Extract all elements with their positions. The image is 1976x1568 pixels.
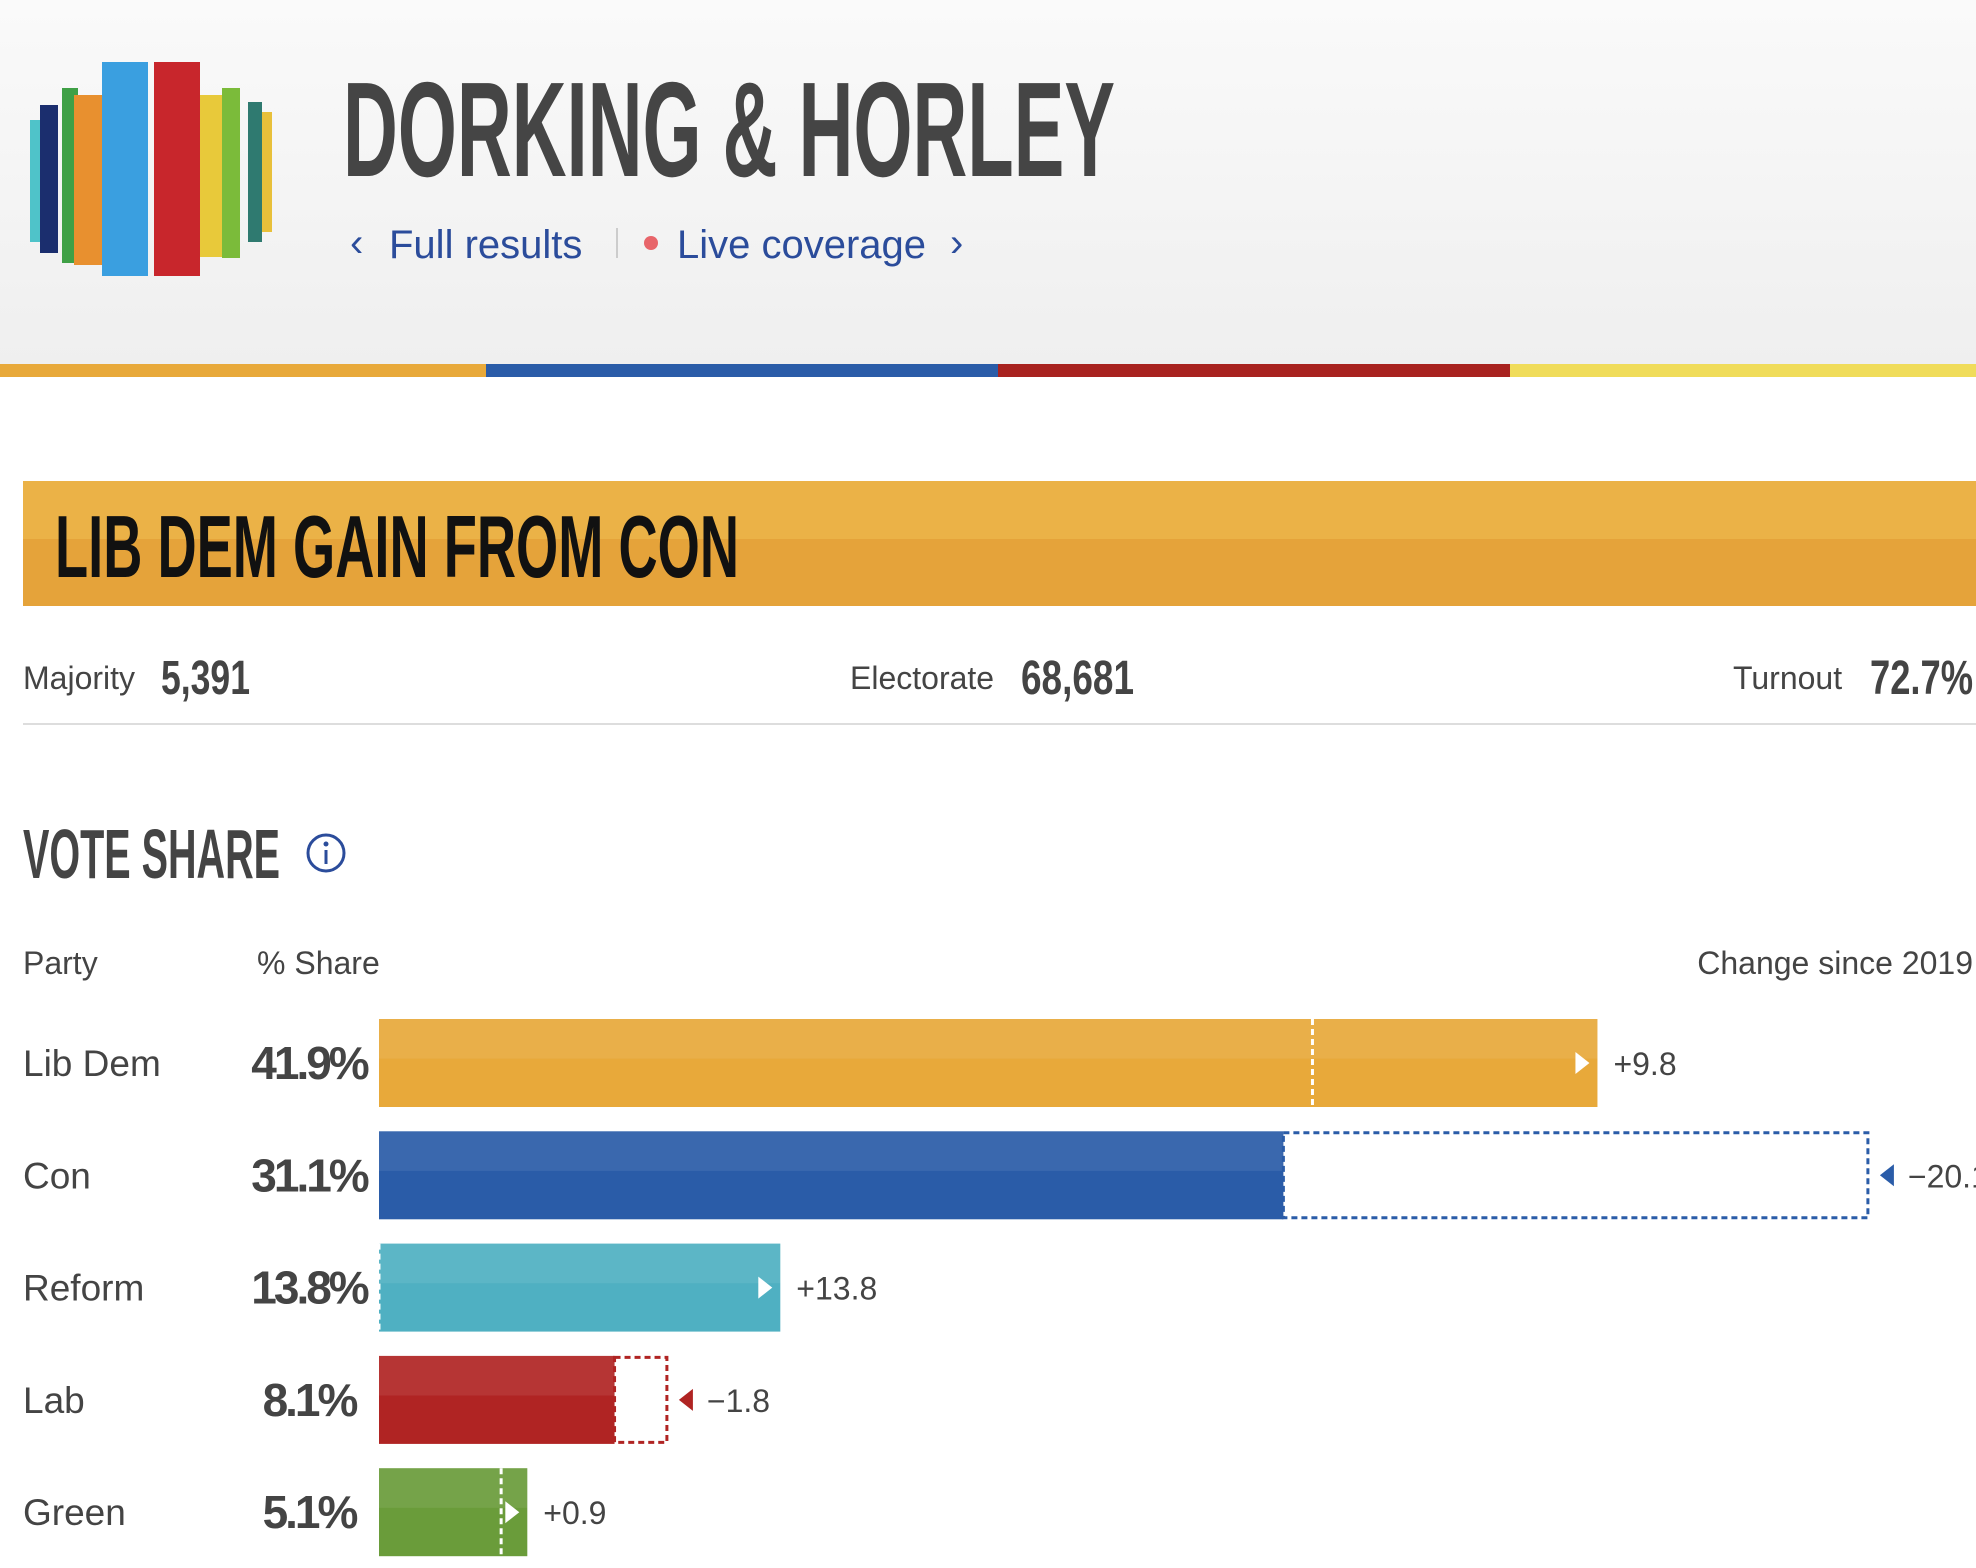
arrow xyxy=(1879,1164,1894,1187)
header-bg xyxy=(0,0,1976,364)
stat-value: 5,391 xyxy=(161,652,250,705)
banner-highlight xyxy=(23,481,1976,539)
column-header: Party xyxy=(23,945,98,981)
stat-label: Majority xyxy=(23,660,135,696)
arrow xyxy=(678,1388,693,1411)
share-label: 8.1% xyxy=(263,1374,358,1426)
result-headline: LIB DEM GAIN FROM CON xyxy=(55,497,739,596)
bar-shine xyxy=(379,1355,615,1396)
change-label: +13.8 xyxy=(796,1271,877,1307)
arrow xyxy=(505,1501,520,1524)
change-label: +9.8 xyxy=(1613,1046,1676,1082)
stripe xyxy=(486,364,998,377)
stat-label: Turnout xyxy=(1733,660,1842,696)
bar-shine xyxy=(379,1468,528,1508)
party-label: Lib Dem xyxy=(23,1043,161,1084)
column-header: % Share xyxy=(257,945,380,981)
info-icon[interactable] xyxy=(306,833,346,873)
nav-link[interactable]: Live coverage xyxy=(677,223,926,267)
bar xyxy=(379,1243,781,1332)
change-label: −1.8 xyxy=(707,1383,770,1419)
stripe xyxy=(998,364,1510,377)
party-label: Lab xyxy=(23,1380,85,1421)
party-label: Reform xyxy=(23,1268,144,1309)
arrow xyxy=(1575,1052,1590,1074)
party-label: Green xyxy=(23,1492,126,1533)
stripe xyxy=(1510,364,1976,377)
share-label: 41.9% xyxy=(251,1037,369,1089)
change-marker xyxy=(1281,1131,1870,1220)
bar xyxy=(379,1019,1598,1107)
arrow xyxy=(758,1276,773,1299)
party-label: Con xyxy=(23,1155,91,1196)
stat-label: Electorate xyxy=(850,660,994,696)
logo xyxy=(30,62,272,276)
stat-value: 72.7% xyxy=(1870,652,1973,705)
column-header: Change since 2019 xyxy=(1697,945,1973,981)
bar-shine xyxy=(379,1243,781,1284)
stat-value: 68,681 xyxy=(1021,652,1134,705)
section-title: VOTE SHARE xyxy=(23,815,280,893)
chevron-right: › xyxy=(950,221,963,265)
change-marker xyxy=(613,1355,669,1444)
change-label: +0.9 xyxy=(543,1495,606,1531)
bar xyxy=(379,1131,1284,1220)
bar-shine xyxy=(379,1131,1284,1171)
share-label: 13.8% xyxy=(251,1262,369,1314)
share-label: 31.1% xyxy=(251,1149,369,1201)
share-label: 5.1% xyxy=(263,1486,358,1538)
live-dot xyxy=(644,236,658,250)
page-title: DORKING & HORLEY xyxy=(343,54,1115,205)
change-label: −20.1 xyxy=(1908,1158,1976,1194)
nav-link[interactable]: Full results xyxy=(389,223,582,267)
chevron-left: ‹ xyxy=(350,221,363,265)
bar xyxy=(379,1355,615,1444)
bar-shine xyxy=(379,1019,1598,1059)
stripe xyxy=(0,364,486,377)
